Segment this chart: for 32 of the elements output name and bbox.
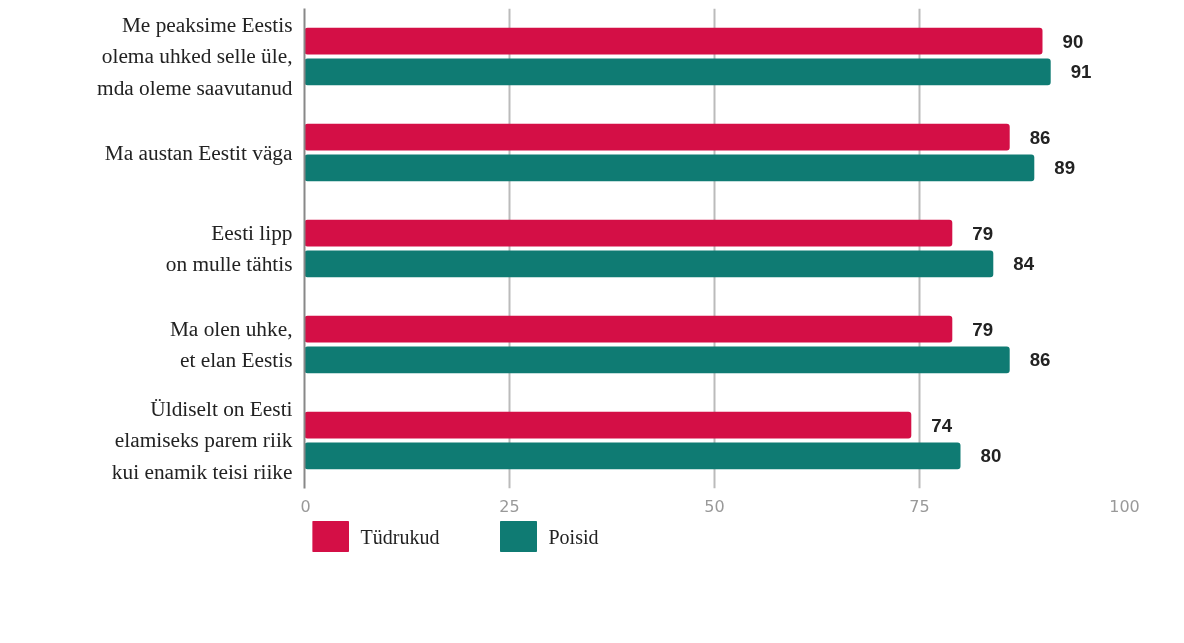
- data-label: 74: [931, 414, 953, 436]
- bar: [304, 123, 1010, 151]
- y-tick-label: Ma austan Eestit väga: [104, 140, 294, 165]
- legend-label: Poisid: [548, 525, 599, 548]
- data-label: 79: [972, 222, 994, 244]
- bar: [304, 250, 994, 278]
- bar: [304, 27, 1043, 55]
- legend-label: Tüdrukud: [360, 525, 440, 548]
- y-tick-label: Üldiselt on Eesti elamiseks parem riik kui enamik teisi riike: [111, 397, 293, 484]
- data-label: 91: [1070, 61, 1092, 83]
- bar: [304, 154, 1035, 182]
- x-tick-label: 100: [1109, 496, 1140, 516]
- x-tick-label: 25: [499, 496, 520, 516]
- data-label: 79: [972, 318, 994, 340]
- bar: [304, 442, 961, 470]
- data-label: 86: [1029, 349, 1051, 371]
- y-tick-label: Ma olen uhke, et elan Eestis: [169, 316, 293, 373]
- data-label: 86: [1029, 126, 1051, 148]
- data-label: 90: [1062, 30, 1084, 52]
- data-label: 84: [1013, 253, 1035, 275]
- bar: [304, 219, 953, 247]
- y-tick-label: Eesti lipp on mulle tähtis: [165, 220, 293, 277]
- data-label: 89: [1054, 157, 1076, 179]
- y-tick-label: Me peaksime Eestis olema uhked selle üle, mda oleme saavutanud: [97, 13, 293, 100]
- bar: [304, 315, 953, 343]
- bar: [304, 411, 912, 439]
- x-tick-label: 75: [909, 496, 930, 516]
- data-label: 80: [980, 445, 1002, 467]
- bar: [304, 346, 1010, 374]
- bar: [304, 58, 1051, 86]
- x-tick-label: 0: [300, 496, 311, 516]
- x-tick-label: 50: [704, 496, 725, 516]
